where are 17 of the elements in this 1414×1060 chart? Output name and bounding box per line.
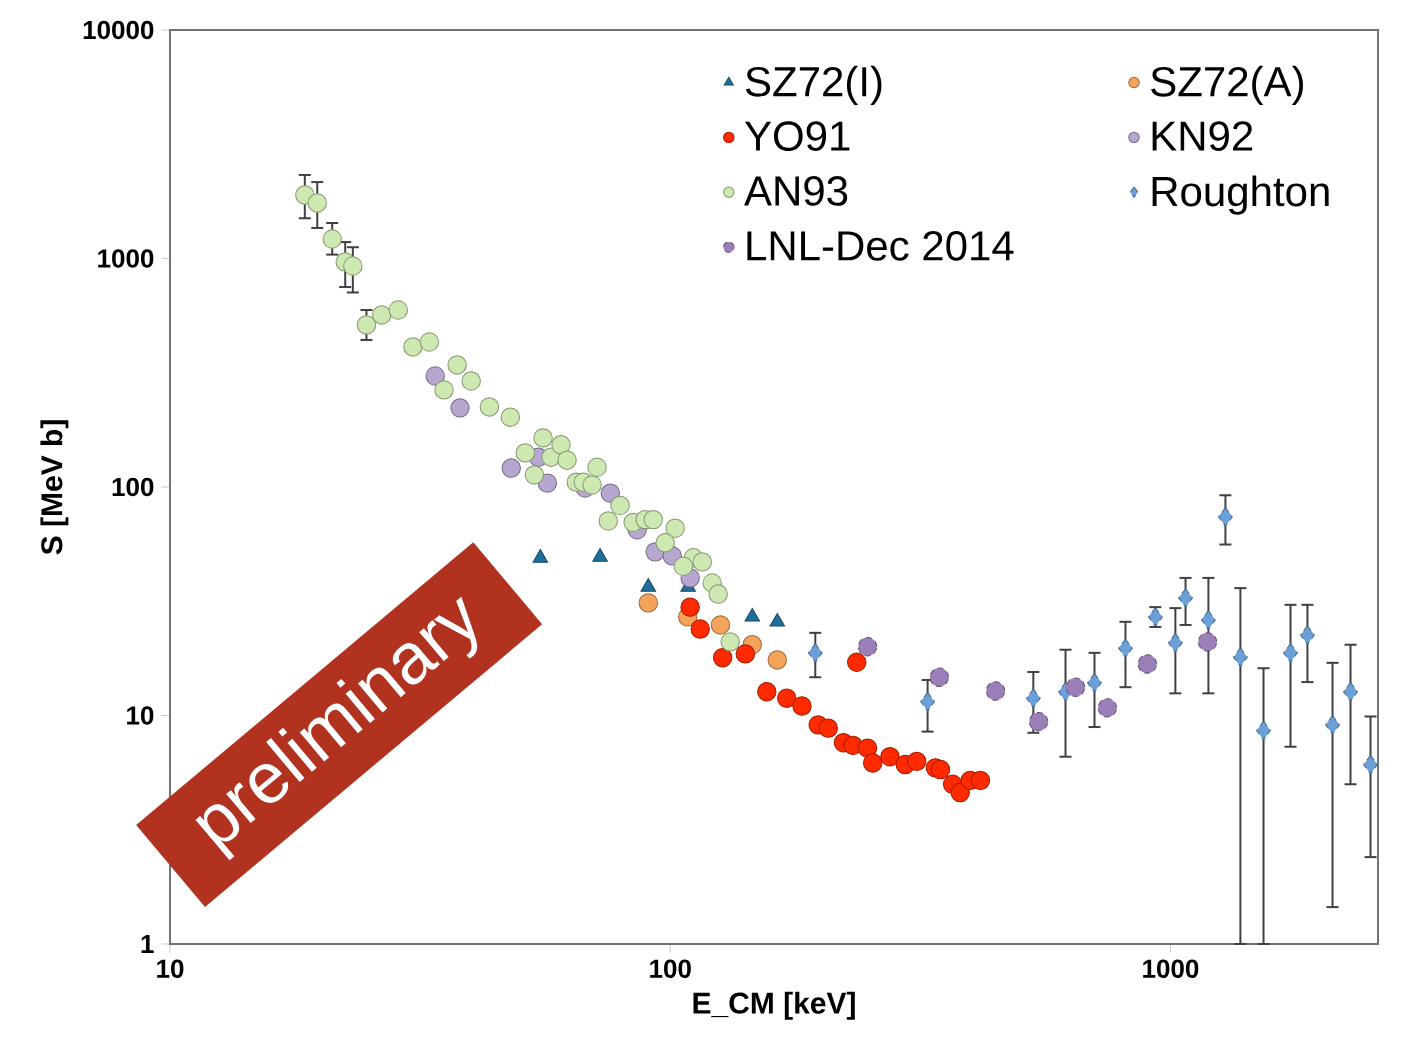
legend-label: LNL-Dec 2014 xyxy=(747,230,1014,261)
y-axis-title: S [MeV b] xyxy=(40,420,69,555)
legend-label: SZ72(I) xyxy=(745,65,882,105)
y-tick-label: 1 xyxy=(141,935,154,953)
x-tick-label: 1000 xyxy=(1143,959,1199,978)
legend-label: Roughton xyxy=(1152,175,1329,215)
y-tick-label: 10000 xyxy=(83,20,154,40)
x-axis-title: E_CM [keV] xyxy=(693,991,855,1020)
legend-label: SZ72(A) xyxy=(1151,65,1303,105)
legend-label: KN92 xyxy=(1152,121,1253,151)
y-tick-label: 1000 xyxy=(98,249,154,268)
legend-label: AN93 xyxy=(744,176,848,206)
x-tick-label: 100 xyxy=(650,959,691,978)
y-tick-label: 100 xyxy=(112,477,154,497)
x-tick-label: 10 xyxy=(157,959,184,978)
y-tick-label: 10 xyxy=(127,706,154,725)
legend-label: YO91 xyxy=(744,121,850,151)
